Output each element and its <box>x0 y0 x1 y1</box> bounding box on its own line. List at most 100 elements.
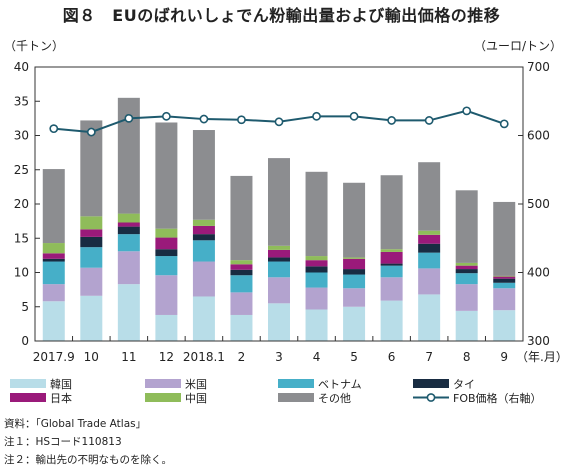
bar-segment-5-11 <box>455 262 478 266</box>
y-right-tick-label-3: 600 <box>527 129 550 143</box>
bar-segment-1-10 <box>418 268 441 295</box>
bar-segment-0-2 <box>117 284 140 341</box>
bar-segment-4-7 <box>305 260 328 267</box>
bar-segment-2-6 <box>268 261 290 278</box>
bar-segment-6-11 <box>455 190 478 263</box>
bar-segment-0-6 <box>268 303 290 341</box>
y-left-tick-label-8: 40 <box>14 60 29 74</box>
bar-segment-3-4 <box>192 234 215 241</box>
bar-segment-2-7 <box>305 272 328 288</box>
bar-segment-5-12 <box>493 275 516 277</box>
bar-segment-0-5 <box>230 314 253 341</box>
y-right-tick-label-4: 700 <box>527 60 550 74</box>
bar-segment-0-1 <box>80 295 103 341</box>
bar-segment-6-1 <box>80 120 103 217</box>
fob-price-point-0 <box>49 124 59 134</box>
y-right-tick-label-0: 300 <box>527 334 550 348</box>
x-tick-label-10: 7 <box>425 350 433 364</box>
x-unit-label: （年.月） <box>516 350 563 364</box>
bar-segment-1-3 <box>155 275 178 315</box>
x-tick-label-5: 2 <box>238 350 246 364</box>
x-tick-label-4: 2018.1 <box>183 350 225 364</box>
bar-segment-5-2 <box>117 213 140 223</box>
note-1: 注１：HSコード110813 <box>4 436 122 448</box>
bar-segment-5-8 <box>343 257 366 259</box>
bar-segment-5-3 <box>155 228 178 238</box>
bar-segment-1-7 <box>305 287 328 310</box>
fob-price-line-layer <box>49 106 509 137</box>
x-tick-label-2: 11 <box>121 350 136 364</box>
bar-segment-3-6 <box>268 257 290 262</box>
bar-segment-0-12 <box>493 310 516 341</box>
source-note: 資料：「Global Trade Atlas」 <box>4 418 147 430</box>
bar-segment-1-8 <box>343 288 366 307</box>
bar-segment-1-4 <box>192 261 215 297</box>
bar-segment-4-2 <box>117 222 140 227</box>
y-left-unit-label: （千トン） <box>4 39 64 53</box>
bar-segment-4-5 <box>230 264 253 270</box>
y-left-tick-label-1: 5 <box>21 300 29 314</box>
bar-segment-5-5 <box>230 260 253 265</box>
bar-segment-4-11 <box>455 265 478 270</box>
bar-segment-0-8 <box>343 306 366 341</box>
bar-segment-1-6 <box>268 277 290 304</box>
legend-swatch-2 <box>278 379 314 388</box>
bar-segment-1-11 <box>455 284 478 311</box>
bar-segment-0-7 <box>305 309 328 341</box>
bar-segment-0-3 <box>155 314 178 341</box>
bar-segment-4-3 <box>155 237 178 250</box>
bar-segment-3-1 <box>80 236 103 248</box>
bar-segment-2-2 <box>117 234 140 252</box>
bar-segment-3-5 <box>230 269 253 276</box>
bar-segment-2-8 <box>343 274 366 289</box>
bar-segment-6-8 <box>343 182 366 258</box>
bar-segment-6-0 <box>42 169 65 244</box>
x-tick-label-7: 4 <box>313 350 321 364</box>
bar-segment-2-12 <box>493 282 516 289</box>
x-tick-label-11: 8 <box>463 350 471 364</box>
y-left-tick-label-7: 35 <box>14 94 29 108</box>
bar-segment-3-0 <box>42 258 65 262</box>
bar-segment-2-9 <box>380 265 403 278</box>
bar-segment-5-6 <box>268 245 290 250</box>
bar-segment-5-1 <box>80 216 103 230</box>
legend-label-3: タイ <box>453 378 475 391</box>
fob-price-point-6 <box>274 117 284 127</box>
legend-label-2: ベトナム <box>318 378 362 391</box>
fob-price-point-8 <box>349 111 359 121</box>
bar-segment-3-10 <box>418 243 441 253</box>
bar-segment-1-0 <box>42 284 65 302</box>
bar-segment-6-7 <box>305 171 328 257</box>
bar-segment-5-10 <box>418 230 441 235</box>
bar-segment-6-9 <box>380 175 403 250</box>
bar-segment-3-7 <box>305 266 328 273</box>
bar-segment-5-4 <box>192 219 215 226</box>
x-tick-label-6: 3 <box>275 350 283 364</box>
chart-title: 図８ EUのばれいしょでん粉輸出量および輸出価格の推移 <box>62 6 501 25</box>
bar-segment-6-2 <box>117 97 140 214</box>
legend-swatch-6 <box>278 393 314 402</box>
y-left-tick-label-3: 15 <box>14 231 29 245</box>
bar-segment-2-11 <box>455 273 478 285</box>
y-left-tick-label-5: 25 <box>14 163 29 177</box>
legend-label-5: 中国 <box>185 392 207 405</box>
bar-segment-4-8 <box>343 258 366 270</box>
legend-swatch-4 <box>10 393 46 402</box>
fob-price-point-7 <box>312 111 321 121</box>
fob-price-point-4 <box>199 114 209 124</box>
fob-price-point-1 <box>86 127 96 137</box>
bar-segment-2-10 <box>418 252 441 269</box>
y-right-tick-label-1: 400 <box>527 266 550 280</box>
fob-price-point-11 <box>462 106 472 116</box>
legend-label-4: 日本 <box>50 391 72 405</box>
note-2: 注２：輸出先の不明なものを除く。 <box>4 454 172 466</box>
bar-segment-4-4 <box>192 225 215 235</box>
fob-price-point-3 <box>161 111 171 121</box>
bar-segment-5-7 <box>305 256 328 261</box>
y-left-tick-label-6: 30 <box>14 129 29 143</box>
y-right-unit-label: （ユーロ/トン） <box>474 39 562 53</box>
legend-label-6: その他 <box>318 392 351 405</box>
bar-segment-2-4 <box>192 240 215 262</box>
legend-label-7: FOB価格（右軸） <box>453 391 542 405</box>
